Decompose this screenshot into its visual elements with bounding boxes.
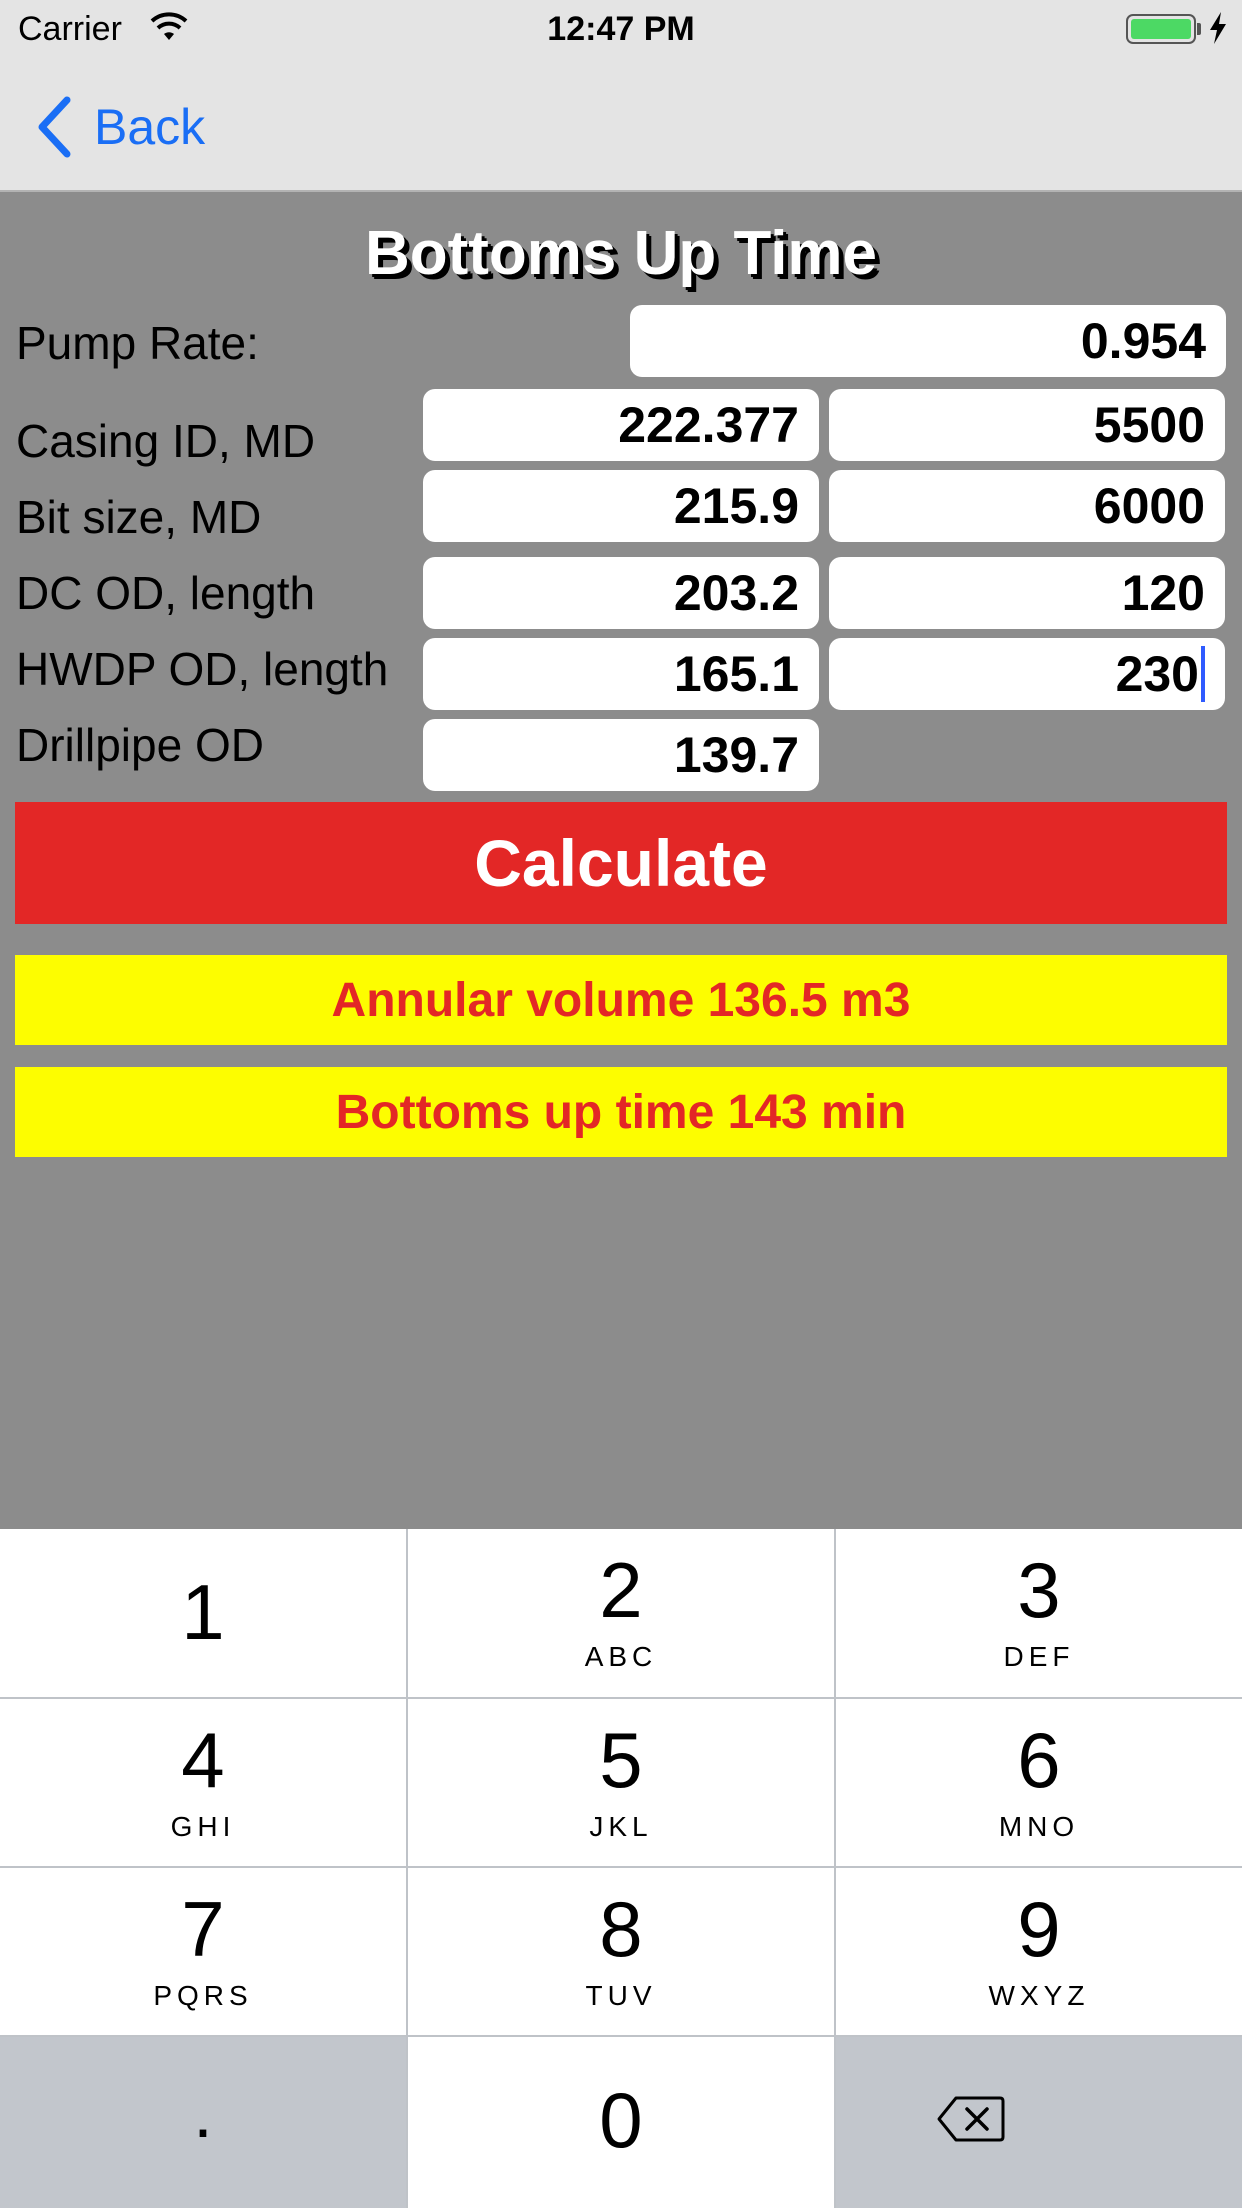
backspace-icon <box>937 2096 1005 2142</box>
back-label: Back <box>94 99 206 155</box>
key-1-digit: 1 <box>181 1568 225 1656</box>
hwdp-label: HWDP OD, length <box>16 643 389 695</box>
key-6[interactable]: 6 MNO <box>836 1699 1242 1866</box>
bit-size-label: Bit size, MD <box>16 491 262 543</box>
key-4[interactable]: 4 GHI <box>0 1699 406 1866</box>
text-caret <box>1201 646 1205 702</box>
key-7-letters: PQRS <box>153 1980 253 2011</box>
drillpipe-label: Drillpipe OD <box>16 719 264 771</box>
back-button[interactable]: Back <box>36 92 256 162</box>
annular-volume-result: Annular volume 136.5 m3 <box>15 955 1227 1045</box>
key-backspace[interactable] <box>836 2037 1242 2208</box>
dc-label: DC OD, length <box>16 567 316 619</box>
bit-md-input[interactable]: 6000 <box>829 470 1225 542</box>
key-5-digit: 5 <box>599 1716 643 1804</box>
key-7-digit: 7 <box>181 1885 225 1973</box>
key-5[interactable]: 5 JKL <box>408 1699 834 1866</box>
page-title: Bottoms Up Time <box>364 219 878 288</box>
key-0-digit: 0 <box>599 2076 643 2164</box>
key-3[interactable]: 3 DEF <box>836 1529 1242 1697</box>
key-decimal[interactable]: . <box>0 2037 406 2208</box>
dc-length-input[interactable]: 120 <box>829 557 1225 629</box>
calculate-button[interactable]: Calculate <box>15 802 1227 924</box>
key-decimal-label: . <box>193 2074 213 2152</box>
key-9-letters: WXYZ <box>988 1980 1090 2011</box>
casing-label: Casing ID, MD <box>16 415 316 467</box>
key-6-letters: MNO <box>998 1811 1080 1842</box>
status-bar: Carrier 12:47 PM <box>0 0 1242 60</box>
dc-od-input[interactable]: 203.2 <box>423 557 819 629</box>
key-7[interactable]: 7 PQRS <box>0 1868 406 2035</box>
charging-bolt-icon <box>1210 12 1226 44</box>
bottoms-up-time-result: Bottoms up time 143 min <box>15 1067 1227 1157</box>
pump-rate-input[interactable]: 0.954 <box>630 305 1226 377</box>
hwdp-length-input[interactable]: 230 <box>829 638 1225 710</box>
battery-icon <box>1126 14 1196 44</box>
key-3-digit: 3 <box>1017 1546 1061 1634</box>
hwdp-length-value: 230 <box>1115 646 1199 702</box>
key-2[interactable]: 2 ABC <box>408 1529 834 1697</box>
numeric-keypad: 1 2 ABC 3 DEF 4 GHI 5 JKL 6 MNO 7 PQRS 8… <box>0 1529 1242 2208</box>
key-4-letters: GHI <box>170 1811 236 1842</box>
chevron-left-icon <box>38 96 71 158</box>
key-2-letters: ABC <box>584 1641 658 1672</box>
hwdp-od-input[interactable]: 165.1 <box>423 638 819 710</box>
key-8[interactable]: 8 TUV <box>408 1868 834 2035</box>
bit-size-input[interactable]: 215.9 <box>423 470 819 542</box>
key-1[interactable]: 1 <box>0 1529 406 1697</box>
key-8-letters: TUV <box>585 1980 657 2011</box>
key-9-digit: 9 <box>1017 1885 1061 1973</box>
navigation-bar: Carrier 12:47 PM Back <box>0 0 1242 192</box>
key-0[interactable]: 0 <box>408 2037 834 2208</box>
key-5-letters: JKL <box>589 1811 653 1842</box>
key-2-digit: 2 <box>599 1546 643 1634</box>
key-8-digit: 8 <box>599 1885 643 1973</box>
carrier-label: Carrier <box>18 10 122 48</box>
key-3-letters: DEF <box>1003 1641 1075 1672</box>
battery-nub <box>1197 23 1201 35</box>
key-6-digit: 6 <box>1017 1716 1061 1804</box>
clock: 12:47 PM <box>547 10 695 48</box>
drillpipe-od-input[interactable]: 139.7 <box>423 719 819 791</box>
wifi-icon <box>150 12 188 40</box>
pump-rate-label: Pump Rate: <box>16 317 259 369</box>
casing-md-input[interactable]: 5500 <box>829 389 1225 461</box>
key-9[interactable]: 9 WXYZ <box>836 1868 1242 2035</box>
casing-id-input[interactable]: 222.377 <box>423 389 819 461</box>
key-4-digit: 4 <box>181 1716 225 1804</box>
